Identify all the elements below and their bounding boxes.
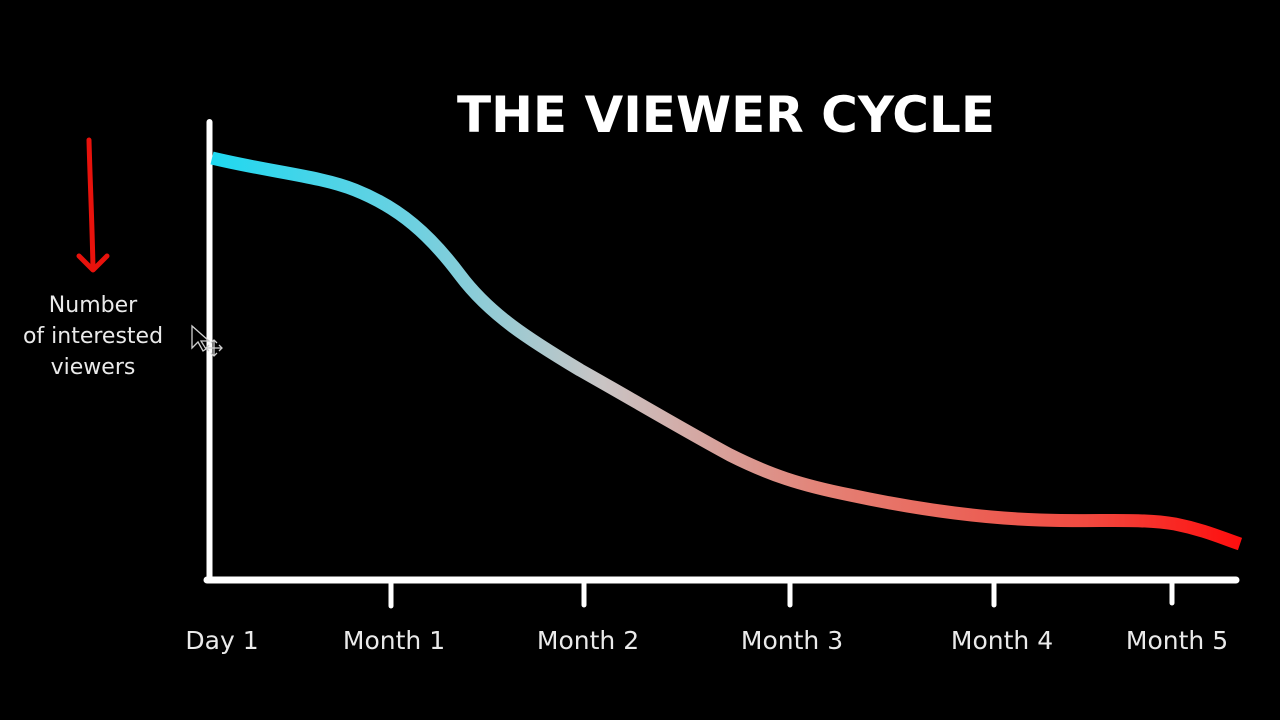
viewer-curve-line: [210, 151, 1243, 551]
chart-title: THE VIEWER CYCLE: [456, 86, 995, 144]
down-arrow-icon: [76, 137, 110, 273]
x-tick-label-month-4: Month 4: [950, 626, 1054, 655]
y-axis-label-line: Number: [48, 293, 138, 318]
x-tick-label-month-3: Month 3: [740, 626, 844, 655]
x-tick-label-month-1: Month 1: [342, 626, 446, 655]
x-tick-label-month-5: Month 5: [1125, 626, 1229, 655]
x-tick-label-month-2: Month 2: [536, 626, 640, 655]
move-cursor-icon: [191, 324, 223, 357]
x-tick-label-day-1: Day 1: [185, 626, 259, 655]
x-axis-ticks: [388, 580, 1175, 609]
y-axis-label-line: of interested: [22, 324, 164, 349]
y-axis-label: Number of interested viewers: [4, 290, 182, 383]
y-axis-label-line: viewers: [50, 355, 136, 380]
